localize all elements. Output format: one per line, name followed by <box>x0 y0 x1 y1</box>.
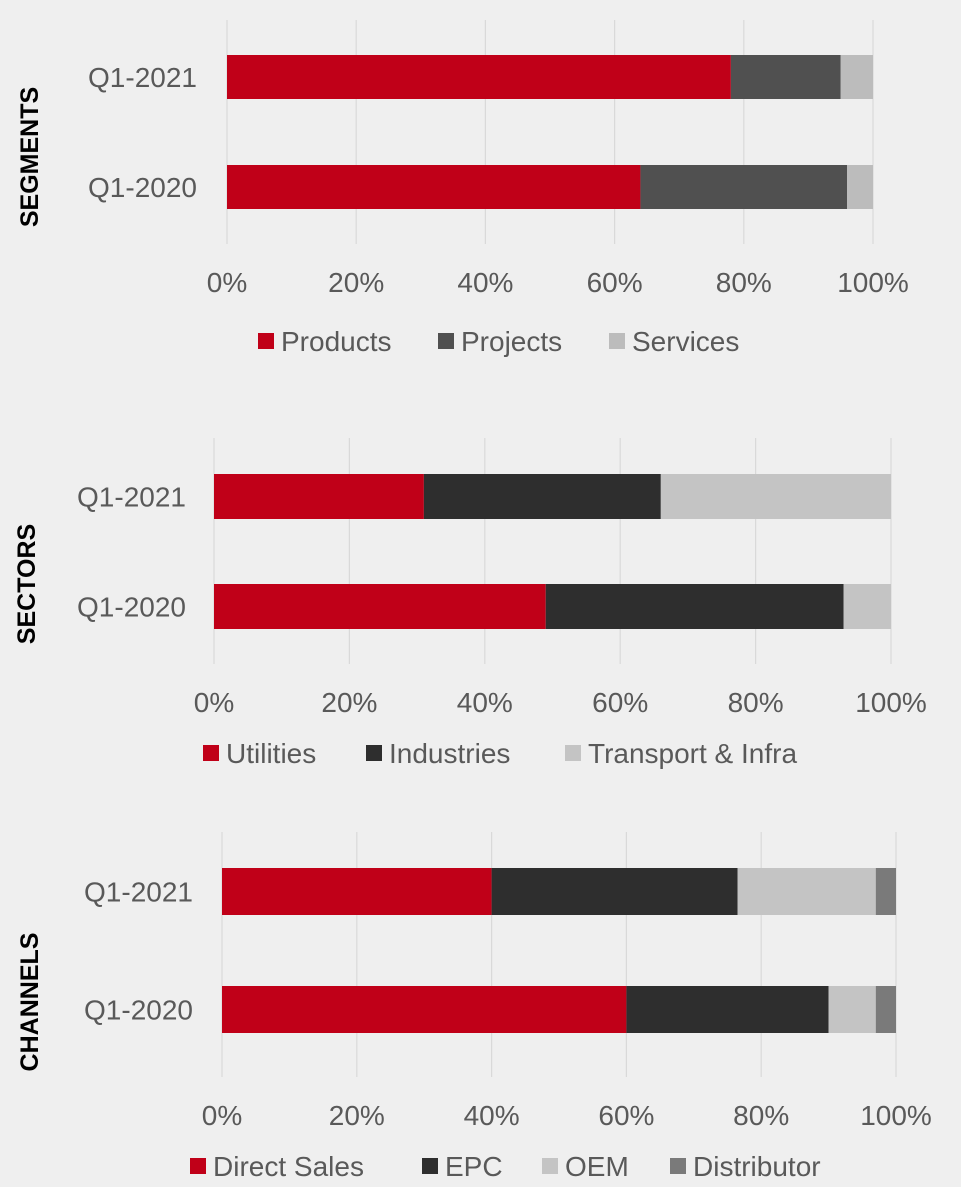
bar-transport-infra-q1-2021 <box>660 474 891 519</box>
bar-projects-q1-2020 <box>640 165 848 209</box>
x-tick-label: 40% <box>457 687 513 718</box>
x-tick-label: 20% <box>321 687 377 718</box>
x-tick-label: 100% <box>837 267 909 298</box>
chart-channels: Q1-2021 Q1-2020 0% 20% 40% 60% 80% 100% CHANNELS… <box>16 832 932 1182</box>
bar-utilities-q1-2021 <box>214 474 424 519</box>
bar-products-q1-2020 <box>227 165 641 209</box>
bar-direct-sales-q1-2020 <box>222 986 627 1033</box>
legend-swatch-direct-sales <box>190 1158 206 1174</box>
x-tick-label: 80% <box>733 1100 789 1131</box>
chart-segments: Q1-2021 Q1-2020 0% 20% 40% 60% 80% 100% SEGMENTS… <box>16 20 909 357</box>
bar-products-q1-2021 <box>227 55 731 99</box>
bar-utilities-q1-2020 <box>214 584 546 629</box>
legend-swatch-services <box>609 333 625 349</box>
x-tick-label: 60% <box>592 687 648 718</box>
x-tick-label: 0% <box>202 1100 242 1131</box>
bar-epc-q1-2020 <box>626 986 829 1033</box>
panel-title: SECTORS <box>13 524 41 644</box>
category-label: Q1-2021 <box>84 877 193 908</box>
x-tick-label: 40% <box>457 267 513 298</box>
legend-swatch-oem <box>542 1158 558 1174</box>
x-tick-label: 60% <box>587 267 643 298</box>
legend-label: Distributor <box>693 1151 821 1182</box>
category-label: Q1-2020 <box>84 995 193 1026</box>
bar-epc-q1-2021 <box>491 868 738 915</box>
legend-label: Products <box>281 326 392 357</box>
legend-swatch-distributor <box>670 1158 686 1174</box>
bar-services-q1-2020 <box>847 165 873 209</box>
bar-projects-q1-2021 <box>730 55 841 99</box>
x-tick-label: 100% <box>855 687 927 718</box>
category-label: Q1-2020 <box>77 592 186 623</box>
x-tick-label: 20% <box>328 267 384 298</box>
legend-swatch-industries <box>366 745 382 761</box>
legend-label: Services <box>632 326 739 357</box>
x-tick-label: 60% <box>598 1100 654 1131</box>
bar-industries-q1-2021 <box>423 474 661 519</box>
legend-swatch-epc <box>422 1158 438 1174</box>
legend-label: OEM <box>565 1151 629 1182</box>
bar-transport-infra-q1-2020 <box>843 584 891 629</box>
bar-distributor-q1-2021 <box>875 868 896 915</box>
x-tick-label: 0% <box>207 267 247 298</box>
bar-direct-sales-q1-2021 <box>222 868 492 915</box>
legend-swatch-transport-infra <box>565 745 581 761</box>
legend-label: Transport & Infra <box>588 738 797 769</box>
x-tick-label: 100% <box>860 1100 932 1131</box>
category-label: Q1-2021 <box>88 62 197 93</box>
x-tick-label: 40% <box>464 1100 520 1131</box>
legend-label: Direct Sales <box>213 1151 364 1182</box>
legend-label: EPC <box>445 1151 503 1182</box>
panel-title: CHANNELS <box>16 933 44 1072</box>
bar-distributor-q1-2020 <box>875 986 896 1033</box>
bar-industries-q1-2020 <box>545 584 844 629</box>
legend-swatch-utilities <box>203 745 219 761</box>
bar-oem-q1-2021 <box>737 868 876 915</box>
chart-sectors: Q1-2021 Q1-2020 0% 20% 40% 60% 80% 100% SECTORS U… <box>13 438 927 769</box>
legend-label: Industries <box>389 738 510 769</box>
legend-label: Projects <box>461 326 562 357</box>
x-tick-label: 20% <box>329 1100 385 1131</box>
x-tick-label: 80% <box>716 267 772 298</box>
x-tick-label: 0% <box>194 687 234 718</box>
category-label: Q1-2021 <box>77 482 186 513</box>
bar-services-q1-2021 <box>840 55 873 99</box>
category-label: Q1-2020 <box>88 172 197 203</box>
legend-swatch-projects <box>438 333 454 349</box>
legend-swatch-products <box>258 333 274 349</box>
legend-label: Utilities <box>226 738 316 769</box>
panel-title: SEGMENTS <box>16 87 44 227</box>
bar-oem-q1-2020 <box>828 986 876 1033</box>
x-tick-label: 80% <box>728 687 784 718</box>
